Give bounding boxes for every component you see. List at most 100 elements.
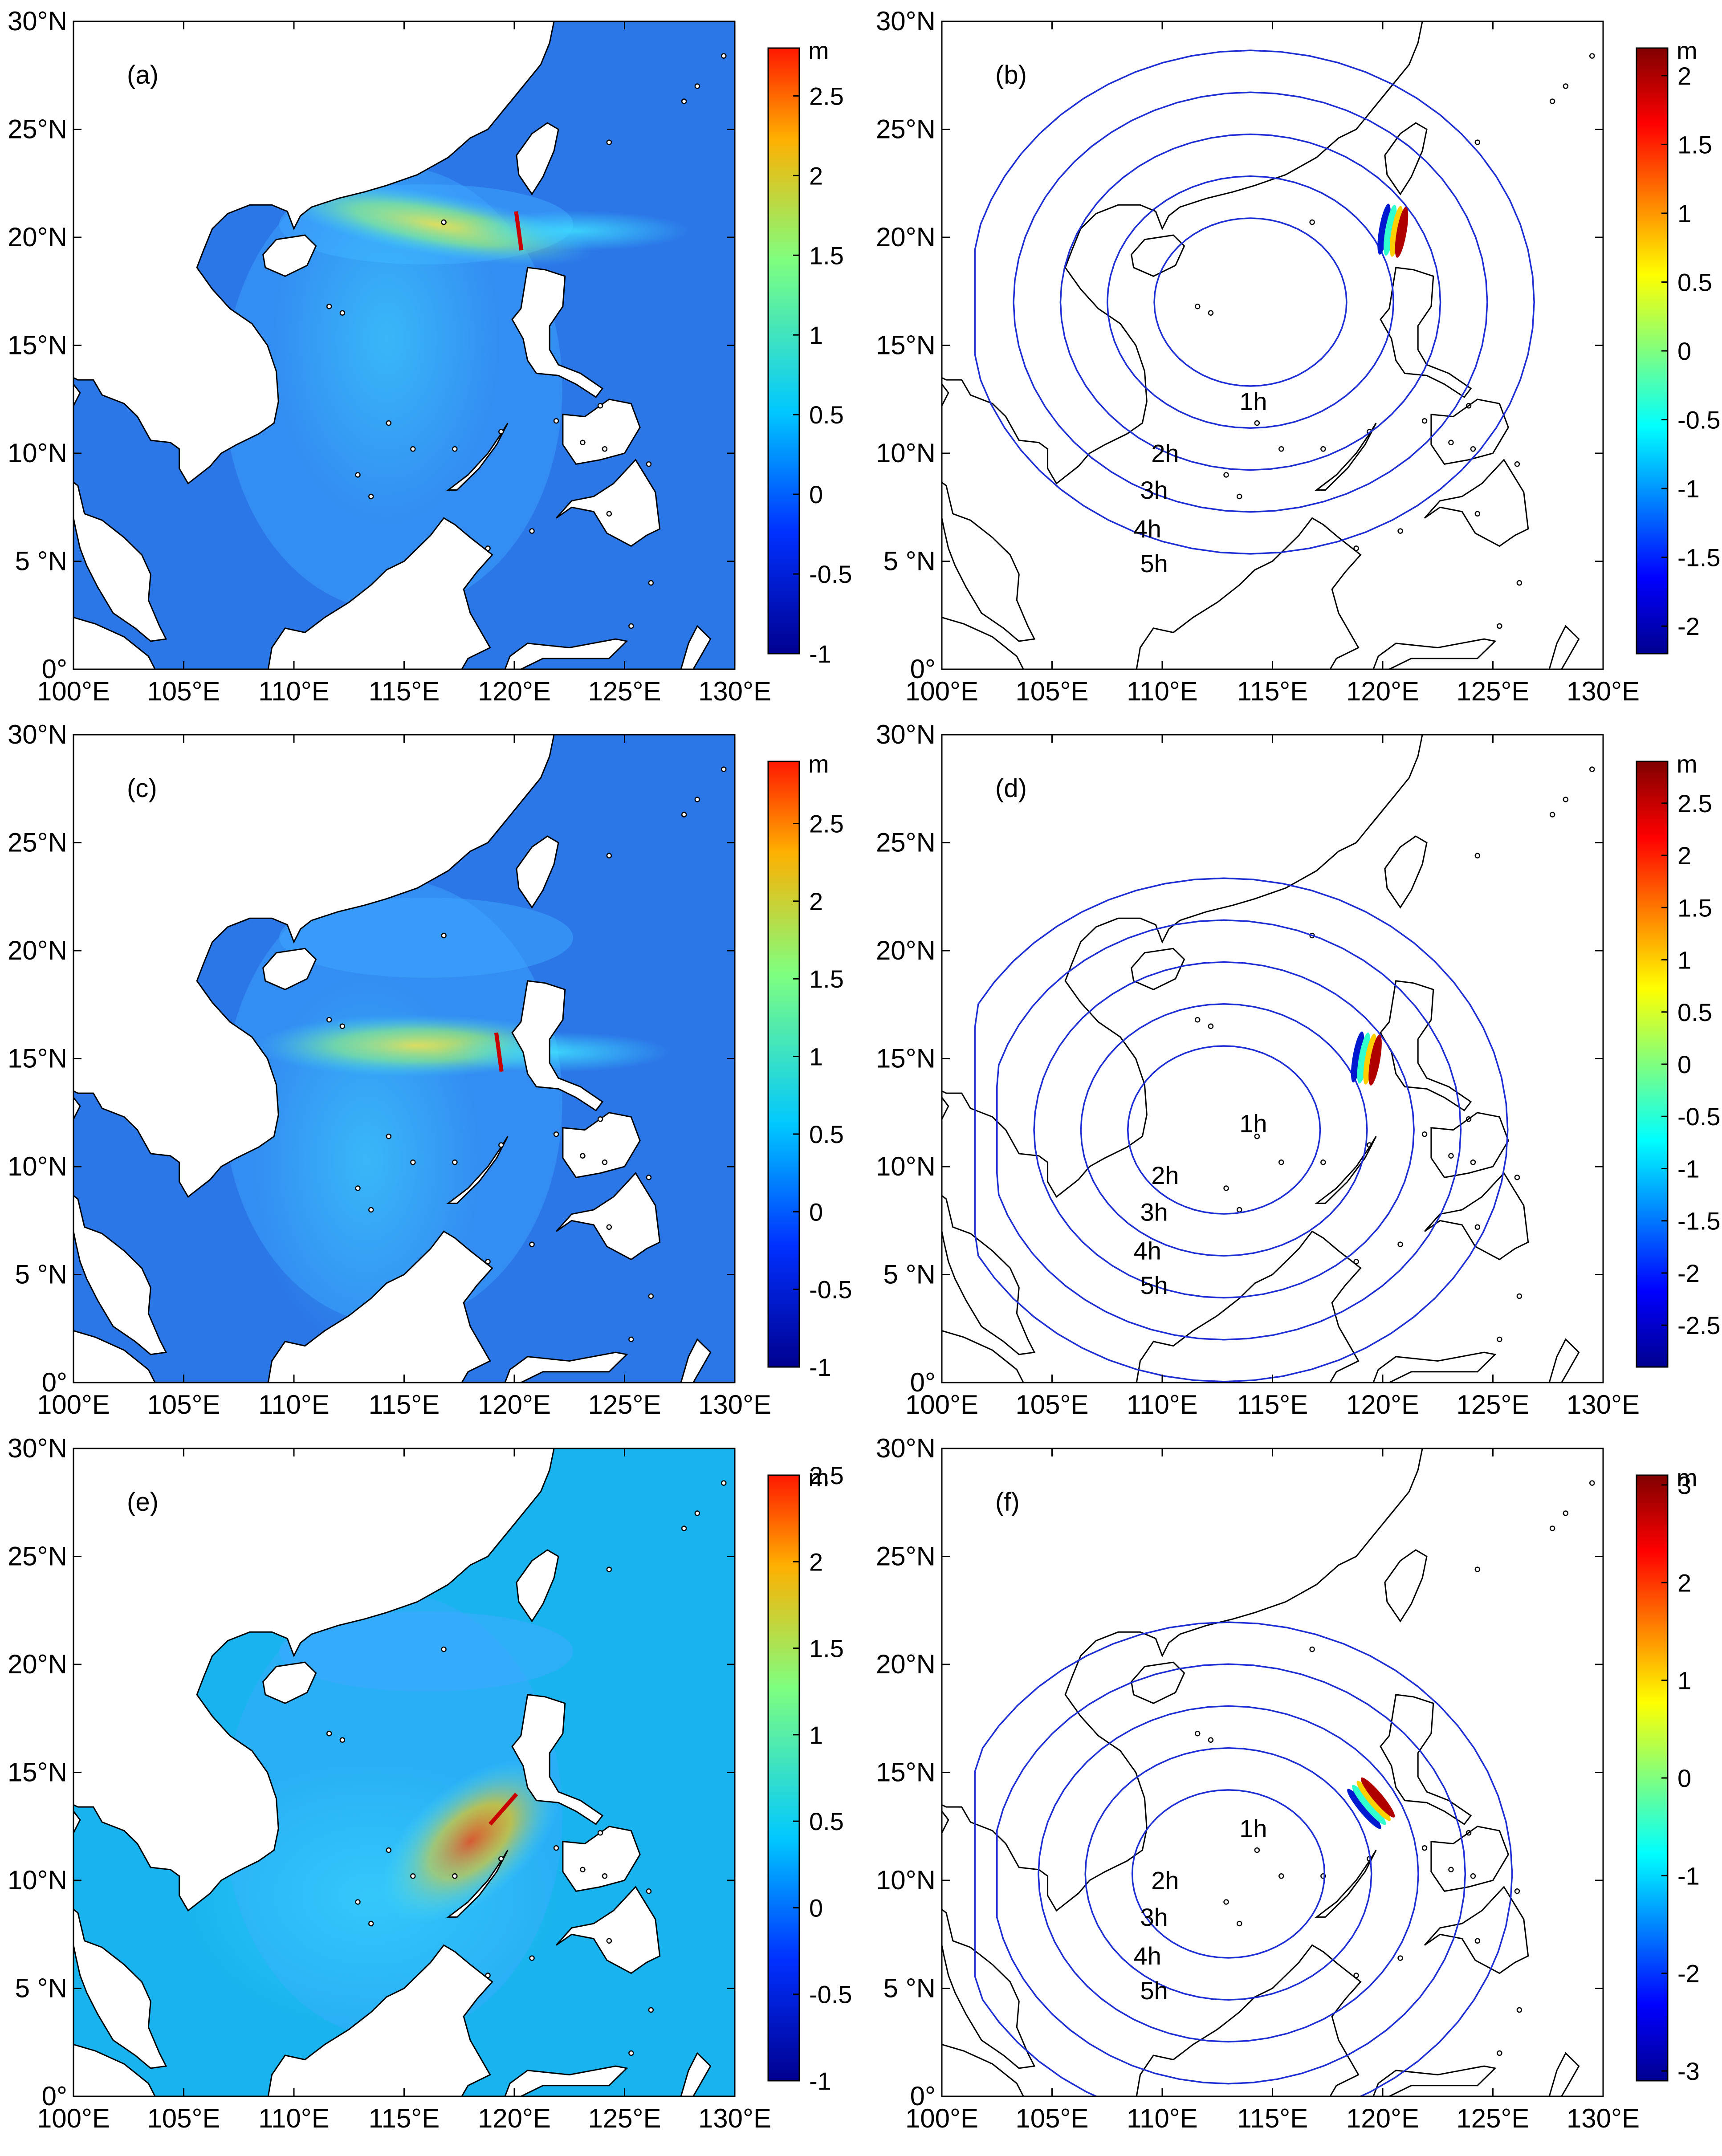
y-tick-label: 20°N (8, 1649, 67, 1679)
landmass-palawan (446, 1136, 509, 1204)
island (694, 1510, 700, 1516)
landmass-thai (942, 383, 1036, 642)
landmass-china (942, 735, 1423, 1198)
map-panel-e: 100°E 105°E 110°E 115°E 120°E 125°E 130°E 0° 5 °… (8, 1433, 852, 2133)
y-tick-label: 30°N (8, 720, 67, 749)
landmass-luzon (511, 980, 604, 1111)
x-tick-label: 120°E (478, 2103, 551, 2133)
landmass-hainan (262, 234, 317, 277)
island (441, 219, 447, 225)
island (646, 1175, 652, 1180)
landmass-halmahera (1548, 625, 1580, 669)
travel-time-contour (1131, 1789, 1326, 1959)
island (1194, 1730, 1201, 1737)
travel-time-contour (1127, 1045, 1321, 1215)
island (1320, 1159, 1326, 1165)
y-tick-label: 0° (910, 654, 936, 684)
island (580, 1153, 586, 1159)
landmass-palawan (446, 423, 509, 491)
landmass-mindanao (1424, 1886, 1529, 1974)
y-tick-label: 25°N (876, 114, 936, 144)
map-area (73, 21, 735, 669)
island (441, 1646, 447, 1652)
x-tick-label: 125°E (588, 2103, 661, 2133)
colorbar-tick-label: 2 (809, 162, 823, 190)
colorbar (767, 47, 800, 655)
island (452, 1159, 458, 1165)
landmass-mindanao (555, 1172, 661, 1261)
source-fault (514, 211, 524, 251)
island (1448, 1153, 1454, 1159)
landmass-taiwan (1384, 835, 1428, 909)
x-tick-label: 130°E (1567, 1390, 1640, 1420)
map-panel-b: 1h 2h 3h 4h 5h 100°E 105°E 110°E 115°E 120°E 125°E… (876, 6, 1721, 706)
y-tick-label: 5 °N (883, 1260, 936, 1290)
y-tick-label: 25°N (876, 828, 936, 858)
y-tick-label: 0° (910, 1367, 936, 1397)
y-tick-label: 20°N (876, 1649, 936, 1679)
y-tick-label: 10°N (8, 1865, 67, 1895)
island (452, 1873, 458, 1879)
colorbar-tick-label: -1 (809, 2067, 831, 2095)
island (529, 528, 535, 534)
landmass-sumatra (73, 617, 156, 669)
x-tick-label: 125°E (1456, 676, 1529, 706)
island (1278, 1873, 1284, 1879)
x-tick-label: 125°E (1456, 1390, 1529, 1420)
contour-label-4h: 4h (1134, 515, 1161, 543)
island (1223, 472, 1229, 478)
island (606, 139, 612, 145)
colorbar-tick-label: -2 (1677, 612, 1700, 640)
landmass-taiwan (1384, 122, 1428, 195)
landmass-taiwan (516, 122, 559, 195)
landmass-sumatra (942, 617, 1024, 669)
landmass-taiwan (516, 1549, 559, 1623)
island (646, 461, 652, 467)
shelf-shading (279, 1611, 573, 1692)
x-tick-label: 130°E (698, 1390, 771, 1420)
landmass-celebes (1372, 2065, 1497, 2096)
landmass-halmahera (1548, 1338, 1580, 1383)
island (1497, 2050, 1502, 2056)
island (602, 446, 608, 452)
island (606, 1224, 612, 1230)
map-panel-a: 100°E 105°E 110°E 115°E 120°E 125°E 130°E 0° 5 °… (8, 6, 852, 706)
contour-label-1h: 1h (1239, 1109, 1267, 1137)
island (498, 429, 504, 435)
island (1254, 420, 1260, 426)
x-tick-label: 110°E (258, 2103, 330, 2133)
map-panel-d: 1h 2h 3h 4h 5h 100°E 105°E 110°E 115°E 120°E 125°E… (876, 720, 1721, 1420)
colorbar-unit: m (808, 750, 829, 778)
island (755, 732, 759, 737)
island (1589, 53, 1595, 59)
initial-wave-band (1384, 204, 1397, 256)
landmass-thai (73, 1096, 167, 1355)
island (681, 98, 687, 104)
island (386, 420, 392, 426)
island (1474, 139, 1481, 145)
island (410, 1873, 416, 1879)
colorbar-tick-label: -3 (1677, 2057, 1700, 2085)
island (1623, 1446, 1628, 1451)
landmass-visayas (562, 1826, 641, 1892)
island (1448, 1867, 1454, 1872)
landmass-sumatra (73, 2044, 156, 2096)
island (1623, 19, 1628, 24)
landmass-borneo (267, 517, 493, 669)
island (339, 1023, 346, 1029)
x-tick-label: 105°E (1015, 1390, 1088, 1420)
landmass-visayas (1430, 1826, 1509, 1892)
colorbar-unit: m (808, 37, 829, 65)
landmass-china (73, 1448, 555, 1912)
y-tick-label: 20°N (8, 936, 67, 965)
island (1309, 1646, 1315, 1652)
x-tick-label: 100°E (37, 2103, 110, 2133)
island (597, 1830, 603, 1836)
island (485, 1973, 491, 1978)
island (1474, 1566, 1481, 1572)
x-tick-label: 105°E (1015, 2103, 1088, 2133)
island (648, 1293, 654, 1299)
island (553, 418, 559, 424)
landmass-celebes (504, 2065, 628, 2096)
panel-label: (f) (995, 1488, 1020, 1517)
